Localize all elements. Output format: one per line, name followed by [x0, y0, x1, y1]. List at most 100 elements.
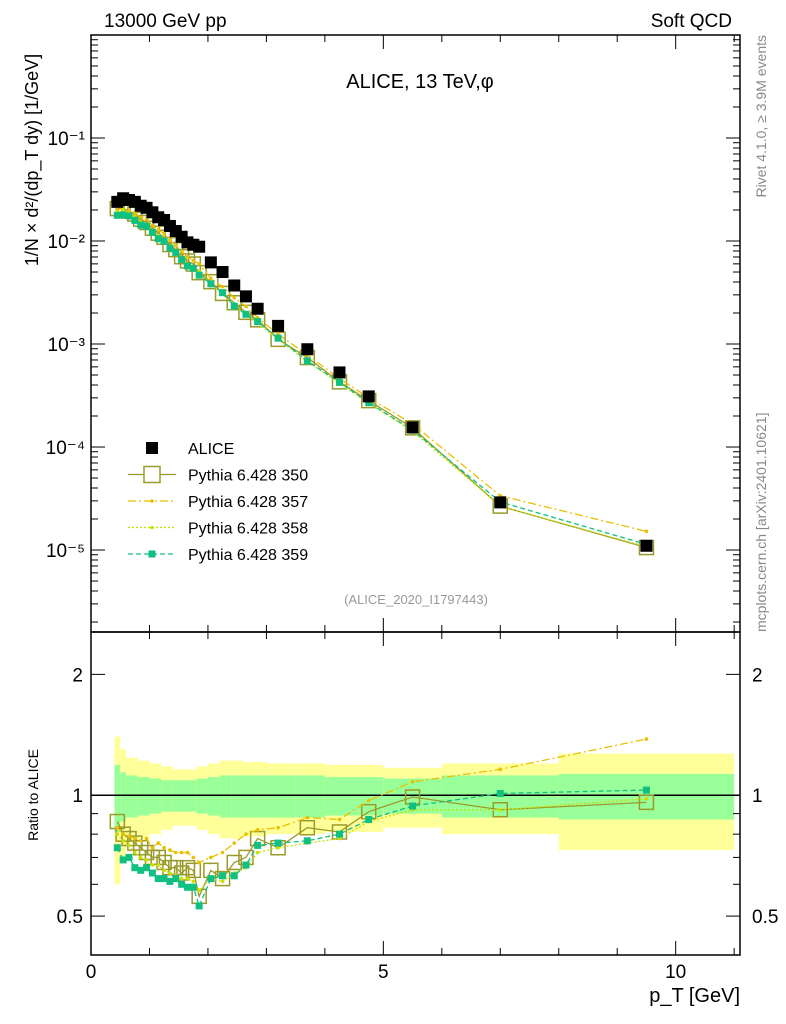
legend-label: Pythia 6.428 350 [188, 468, 308, 485]
point-359-ratio [178, 880, 186, 888]
point-359-main [131, 216, 139, 224]
point-359-main [183, 262, 191, 270]
point-359-ratio [160, 875, 168, 883]
point-359-ratio [207, 875, 215, 883]
point-357-ratio [115, 825, 120, 830]
series-line-main [117, 207, 647, 549]
point-358-ratio [185, 876, 190, 881]
series-line-ratio [116, 796, 647, 899]
point-357-main [191, 258, 196, 263]
alice-point [239, 290, 252, 303]
point-357-main [209, 276, 213, 281]
point-357-main [179, 249, 184, 254]
point-357-main [168, 238, 172, 242]
point-358-ratio [162, 868, 166, 873]
point-358-ratio [276, 845, 280, 850]
ratio-tick-label-right: 1 [752, 786, 763, 807]
point-357-ratio [150, 845, 155, 850]
point-359-ratio [642, 786, 650, 794]
ratio-tick-label: 2 [72, 665, 83, 686]
point-350-main [270, 331, 286, 348]
stat-uncertainty-band [231, 775, 244, 818]
point-358-ratio [255, 850, 260, 855]
point-359-main [274, 334, 282, 342]
point-358-ratio [156, 863, 161, 867]
point-359-main [178, 256, 186, 264]
point-358-ratio [644, 796, 649, 801]
point-358-ratio [220, 879, 225, 884]
point-359-main [137, 221, 145, 229]
point-357-main [156, 227, 161, 232]
point-359-main [195, 271, 203, 279]
legend-marker [150, 525, 154, 530]
stat-uncertainty-band [243, 775, 267, 818]
series-line-main [117, 207, 647, 532]
point-358-ratio [337, 836, 342, 841]
alice-point [228, 279, 241, 292]
point-359-main [303, 357, 311, 365]
point-350-main [404, 420, 421, 436]
point-359-ratio [113, 844, 121, 852]
ratio-tick-label: 1 [72, 786, 83, 807]
point-358-ratio [498, 807, 503, 812]
alice-point [272, 319, 285, 332]
point-359-main [125, 212, 133, 220]
x-tick-label: 10 [665, 962, 686, 983]
stat-uncertainty-band [324, 777, 355, 816]
chart-title: ALICE, 13 TeV,φ [346, 71, 494, 93]
point-359-main [219, 289, 227, 297]
point-358-ratio [121, 839, 125, 843]
point-357-ratio [173, 850, 178, 855]
alice-point [640, 539, 653, 552]
y-tick-label: 10⁻⁴ [46, 438, 85, 459]
point-357-ratio [644, 737, 649, 741]
point-359-ratio [219, 872, 227, 880]
x-tick-label: 0 [86, 962, 97, 983]
point-358-ratio [115, 832, 120, 836]
point-357-ratio [337, 817, 342, 822]
point-350-ratio [179, 859, 196, 876]
point-359-main [230, 302, 238, 310]
point-357-main [232, 295, 237, 300]
point-359-main [254, 318, 262, 326]
point-357-main [644, 529, 649, 534]
analysis-id: (ALICE_2020_I1797443) [344, 592, 488, 607]
point-350-ratio [127, 835, 143, 851]
y-axis-label: 1/N × d²/(dp_T dy) [1/GeV] [22, 54, 43, 266]
point-357-ratio [410, 780, 415, 784]
x-axis-label: p_T [GeV] [649, 985, 740, 1007]
point-350-ratio [185, 862, 202, 879]
alice-point [494, 496, 507, 509]
point-350-ratio [299, 819, 316, 836]
y-tick-label: 10⁻³ [48, 335, 86, 356]
point-359-main [119, 211, 127, 219]
point-350-ratio [226, 854, 242, 871]
alice-point [193, 240, 206, 253]
legend-marker-alice [146, 442, 158, 454]
point-359-ratio [183, 883, 191, 891]
alice-point [301, 343, 314, 356]
rivet-label: Rivet 4.1.0, ≥ 3.9M events [753, 35, 769, 198]
ratio-tick-label-right: 2 [752, 665, 763, 686]
point-359-ratio [148, 869, 156, 877]
point-359-ratio [303, 837, 311, 845]
legend-label: Pythia 6.428 357 [188, 494, 308, 511]
point-359-main [335, 378, 343, 386]
point-350-main [203, 273, 219, 290]
point-357-main [220, 284, 225, 289]
point-359-ratio [365, 816, 373, 824]
point-359-ratio [125, 853, 133, 861]
point-359-main [160, 237, 168, 245]
point-357-ratio [276, 825, 280, 830]
mcplots-label: mcplots.cern.ch [arXiv:2401.10621] [753, 413, 769, 632]
point-359-ratio [119, 856, 127, 864]
legend-marker [150, 499, 154, 503]
point-357-ratio [232, 841, 237, 845]
point-359-main [189, 264, 197, 272]
point-359-ratio [166, 877, 174, 885]
point-350-ratio [214, 870, 231, 887]
ratio-tick-label-right: 0.5 [752, 907, 778, 928]
stat-uncertainty-band [120, 772, 127, 822]
point-357-main [133, 211, 137, 215]
